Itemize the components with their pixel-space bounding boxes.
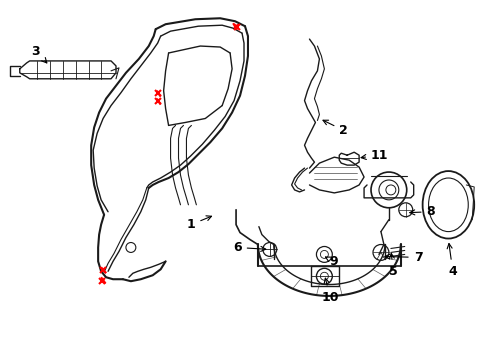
Text: 9: 9 [325,255,337,268]
Text: 7: 7 [384,251,422,264]
Text: 5: 5 [388,253,397,278]
Text: 8: 8 [409,205,434,218]
Text: 10: 10 [321,278,338,303]
Text: 11: 11 [360,149,388,162]
Text: 6: 6 [233,241,265,254]
Text: 3: 3 [32,45,47,63]
Text: 4: 4 [446,243,456,278]
Text: 1: 1 [186,216,211,231]
Text: 2: 2 [323,120,347,137]
